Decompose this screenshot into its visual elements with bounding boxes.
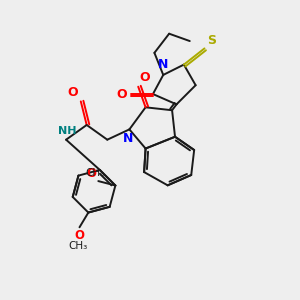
Text: N: N bbox=[158, 58, 168, 71]
Text: CH₃: CH₃ bbox=[85, 168, 104, 178]
Text: O: O bbox=[140, 71, 150, 84]
Text: O: O bbox=[117, 88, 127, 100]
Text: CH₃: CH₃ bbox=[68, 241, 88, 250]
Text: O: O bbox=[68, 86, 78, 99]
Text: N: N bbox=[123, 132, 133, 145]
Text: O: O bbox=[74, 229, 85, 242]
Text: O: O bbox=[87, 167, 97, 180]
Text: NH: NH bbox=[58, 126, 77, 136]
Text: S: S bbox=[207, 34, 216, 47]
